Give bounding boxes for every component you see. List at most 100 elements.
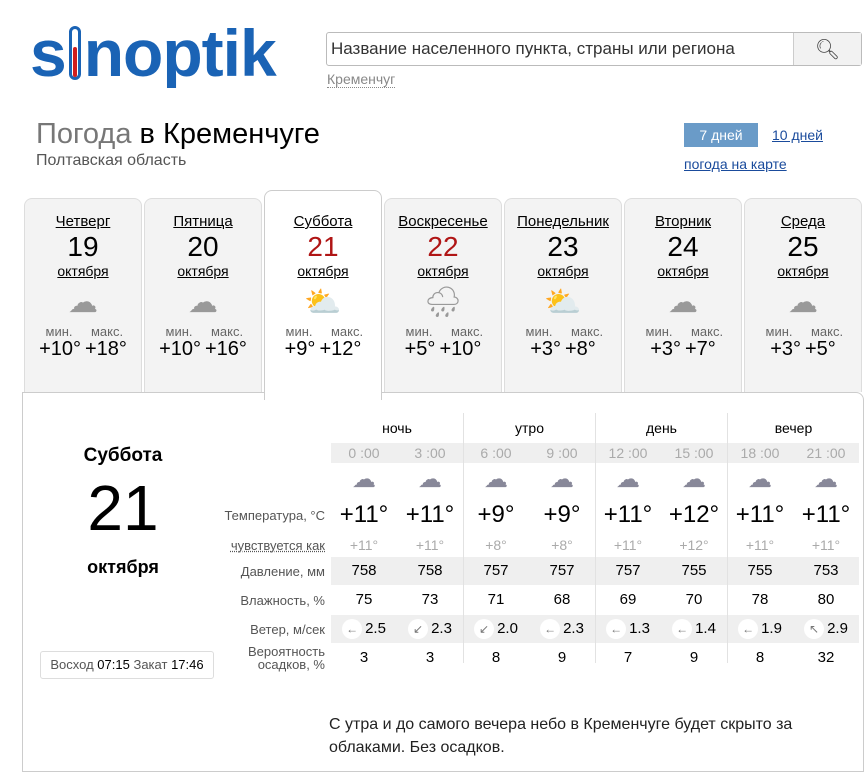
day-date: 20 bbox=[187, 231, 219, 262]
temp-cell: +11° bbox=[735, 501, 785, 528]
day-name[interactable]: Воскресенье bbox=[398, 213, 488, 230]
day-tab-2[interactable]: Суббота 21 октября ⛅ мин. макс. +9° +12° bbox=[264, 190, 382, 400]
precip-cell: 8 bbox=[491, 649, 501, 666]
temp-cell: +12° bbox=[668, 501, 720, 528]
day-date: 25 bbox=[787, 231, 819, 262]
forecast-description: С утра и до самого вечера небо в Кременч… bbox=[329, 716, 793, 756]
cloudy-icon: ☁ bbox=[68, 286, 98, 319]
search-icon: 🔍︎ bbox=[814, 38, 841, 61]
row-pressure: Давление, мм 758 758 757 757 757 755 755 753 bbox=[223, 557, 859, 585]
min-max-labels: мин. макс. bbox=[625, 325, 741, 338]
group-0: ночь bbox=[382, 420, 412, 436]
day-name[interactable]: Понедельник bbox=[517, 213, 609, 230]
temp-cell: +11° bbox=[801, 501, 851, 528]
day-tab-6[interactable]: Среда 25 октября ☁ мин. макс. +3° +5° bbox=[744, 198, 862, 392]
pressure-cell: 758 bbox=[397, 557, 463, 585]
day-month: октября bbox=[777, 263, 829, 279]
feels-cell: +11° bbox=[745, 537, 775, 553]
min-max-labels: мин. макс. bbox=[265, 325, 381, 338]
day-date: 23 bbox=[547, 231, 579, 262]
wind-direction-icon: ← bbox=[738, 619, 759, 639]
row-wind: Ветер, м/сек ← 2.5 ↙ 2.3 ↙ 2.0 ← 2.3 ← 1.3 ← 1.4 ← 1.9… bbox=[223, 615, 859, 643]
group-3: вечер bbox=[727, 413, 859, 443]
day-name[interactable]: Суббота bbox=[293, 213, 353, 230]
feels-cell: +11° bbox=[613, 537, 643, 553]
humidity-cell: 70 bbox=[685, 591, 703, 608]
detail-date: 21 bbox=[87, 472, 159, 544]
pressure-cell: 757 bbox=[595, 557, 661, 585]
tab-7-days[interactable]: 7 дней bbox=[684, 123, 758, 147]
min-temp: +5° bbox=[404, 338, 436, 360]
partly-cloudy-sun-icon: ☁ bbox=[550, 466, 574, 493]
weather-map-link[interactable]: погода на карте bbox=[684, 156, 787, 172]
search-input[interactable] bbox=[327, 33, 793, 65]
row-label-pressure: Давление, мм bbox=[240, 563, 325, 579]
time-of-day-groups: ночь утро день вечер bbox=[331, 413, 859, 443]
light-cloud-icon: ☁ bbox=[616, 466, 640, 493]
page-title: Погода в Кременчуге bbox=[36, 118, 320, 151]
min-max-temps: +3° +7° bbox=[625, 338, 741, 361]
max-label: макс. bbox=[690, 324, 724, 339]
tab-10-days[interactable]: 10 дней bbox=[772, 127, 823, 143]
min-label: мин. bbox=[765, 324, 793, 339]
times-cell: 15 :00 bbox=[661, 443, 727, 463]
min-max-temps: +10° +16° bbox=[145, 338, 261, 361]
day-tab-5[interactable]: Вторник 24 октября ☁ мин. макс. +3° +7° bbox=[624, 198, 742, 392]
max-temp: +16° bbox=[205, 338, 247, 360]
times-cell: 12 :00 bbox=[595, 443, 661, 463]
min-temp: +3° bbox=[530, 338, 561, 360]
row-label-humidity: Влажность, % bbox=[240, 592, 325, 608]
wind-direction-icon: ← bbox=[540, 619, 561, 639]
day-month: октября bbox=[537, 263, 589, 279]
wind-cell: ← 1.4 bbox=[661, 615, 727, 643]
humidity-cell: 69 bbox=[619, 591, 637, 608]
pressure-cell: 757 bbox=[529, 557, 595, 585]
wind-speed: 1.4 bbox=[695, 620, 716, 637]
day-name[interactable]: Четверг bbox=[55, 213, 111, 230]
min-max-labels: мин. макс. bbox=[25, 325, 141, 338]
day-tab-4[interactable]: Понедельник 23 октября ⛅ мин. макс. +3° +8° bbox=[504, 198, 622, 392]
min-label: мин. bbox=[45, 324, 73, 339]
min-temp: +3° bbox=[650, 338, 681, 360]
pressure-cell: 758 bbox=[331, 557, 397, 585]
day-name[interactable]: Пятница bbox=[173, 213, 233, 230]
recent-search-link[interactable]: Кременчуг bbox=[327, 71, 396, 88]
precip-cell: 9 bbox=[557, 649, 567, 666]
humidity-cell: 78 bbox=[751, 591, 769, 608]
min-max-labels: мин. макс. bbox=[385, 325, 501, 338]
day-name[interactable]: Среда bbox=[780, 213, 826, 230]
humidity-cell: 73 bbox=[421, 591, 439, 608]
wind-cell: ↖ 2.9 bbox=[793, 615, 859, 643]
pressure-cell: 755 bbox=[727, 557, 793, 585]
search-button[interactable]: 🔍︎ bbox=[793, 33, 861, 65]
day-detail-panel: Суббота 21 октября Восход 07:15 Закат 17… bbox=[22, 392, 864, 772]
overcast-night-icon: ☁ bbox=[418, 466, 442, 493]
min-label: мин. bbox=[525, 324, 553, 339]
precip-cell: 3 bbox=[359, 649, 369, 666]
row-label-wind: Ветер, м/сек bbox=[250, 621, 325, 637]
cloudy-night-moon-icon: ☁ bbox=[352, 466, 376, 493]
cloudy-icon: ☁ bbox=[188, 286, 218, 319]
min-temp: +9° bbox=[284, 338, 316, 360]
overcast-night-icon: ☁ bbox=[748, 466, 772, 493]
day-name[interactable]: Вторник bbox=[654, 213, 712, 230]
temp-cell: +11° bbox=[339, 501, 389, 528]
times-cell: 3 :00 bbox=[397, 443, 463, 463]
day-tab-0[interactable]: Четверг 19 октября ☁ мин. макс. +10° +18° bbox=[24, 198, 142, 392]
max-temp: +10° bbox=[439, 338, 482, 360]
sunset-time: 17:46 bbox=[171, 657, 204, 672]
day-tab-3[interactable]: Воскресенье 22 октября 🌧 мин. макс. +5° +10° bbox=[384, 198, 502, 392]
feels-cell: +12° bbox=[679, 537, 709, 553]
sunset-label: Закат bbox=[133, 657, 168, 672]
group-2: день bbox=[595, 413, 727, 443]
max-temp: +8° bbox=[565, 338, 596, 360]
max-temp: +7° bbox=[685, 338, 716, 360]
day-date: 24 bbox=[667, 231, 699, 262]
sinoptik-logo[interactable]: s noptik bbox=[30, 18, 277, 88]
max-temp: +5° bbox=[805, 338, 836, 360]
min-max-labels: мин. макс. bbox=[745, 325, 861, 338]
day-tab-1[interactable]: Пятница 20 октября ☁ мин. макс. +10° +16° bbox=[144, 198, 262, 392]
partly-cloudy-icon: ⛅ bbox=[544, 286, 582, 319]
precip-cell: 9 bbox=[689, 649, 699, 666]
min-max-temps: +3° +5° bbox=[745, 338, 861, 361]
